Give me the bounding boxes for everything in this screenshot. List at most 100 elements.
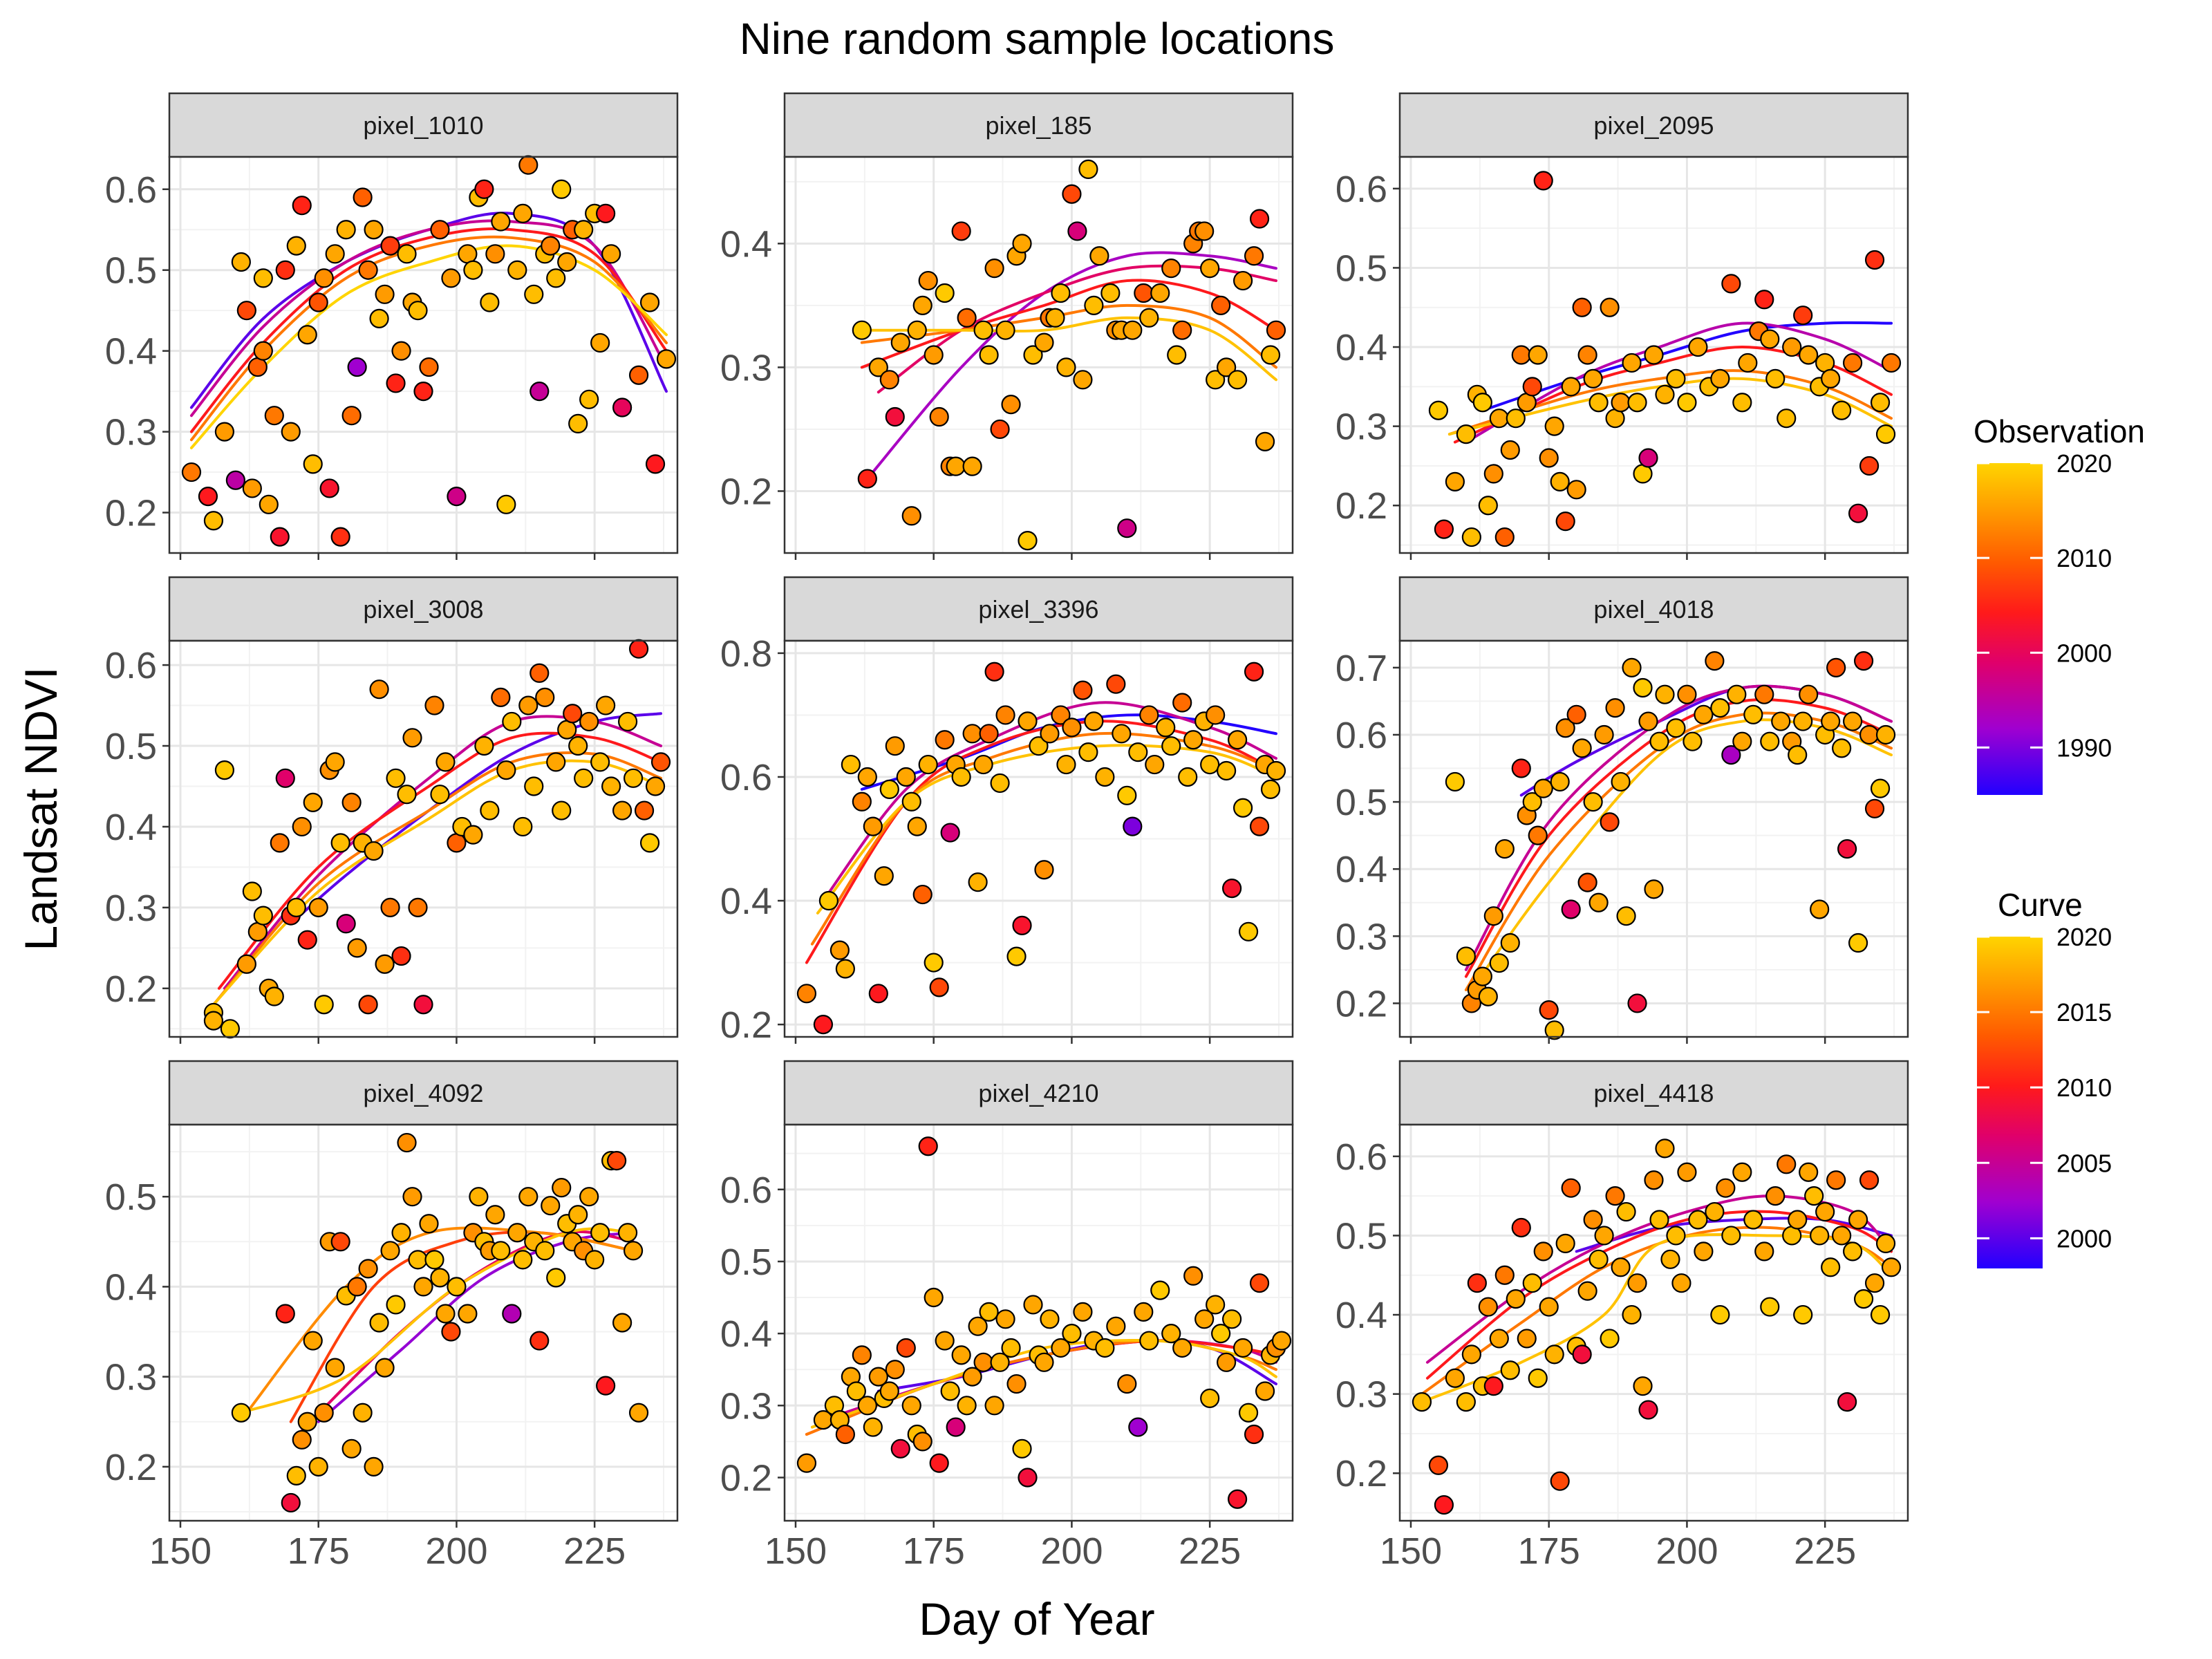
observation-point (1777, 409, 1797, 429)
fitted-curve (217, 731, 663, 990)
observation-point (1228, 1489, 1248, 1509)
observation-point (863, 1417, 883, 1437)
fitted-curve (1447, 377, 1893, 436)
observation-point (325, 1358, 345, 1378)
observation-point (1244, 662, 1264, 682)
observation-point (1522, 377, 1542, 397)
plot-area (169, 641, 677, 1037)
observation-point (852, 791, 872, 812)
observation-point (1688, 1210, 1708, 1230)
observation-point (247, 357, 268, 377)
x-tick-label: 175 (1518, 1530, 1580, 1572)
observation-point (1073, 370, 1093, 390)
observation-point (364, 1456, 384, 1477)
observation-point (1056, 754, 1076, 775)
observation-point (430, 1268, 450, 1288)
observation-point (1511, 345, 1531, 365)
observation-point (303, 1331, 323, 1351)
observation-point (1018, 1468, 1038, 1488)
observation-point (480, 800, 500, 821)
observation-point (1875, 1233, 1896, 1254)
y-tick-label: 0.2 (105, 968, 157, 1010)
observation-point (1666, 718, 1686, 738)
observation-point (1765, 368, 1785, 388)
observation-point (1832, 738, 1852, 758)
y-tick-label: 0.5 (105, 726, 157, 767)
observation-point (1434, 519, 1454, 539)
observation-point (1566, 480, 1586, 500)
facet-strip (783, 1060, 1294, 1126)
observation-point (1843, 1241, 1863, 1262)
observation-point (1853, 651, 1874, 671)
observation-point (918, 270, 938, 291)
observation-point (386, 768, 406, 788)
y-tick-label: 0.6 (720, 757, 772, 798)
observation-point (347, 1277, 367, 1297)
observation-point (935, 730, 955, 750)
observation-point (1622, 353, 1642, 373)
observation-point (946, 1417, 966, 1437)
observation-point (1544, 1344, 1564, 1365)
observation-point (1051, 705, 1071, 725)
observation-point (1117, 1374, 1137, 1394)
observation-point (1150, 1280, 1170, 1300)
observation-point (1843, 353, 1863, 373)
observation-point (1200, 1388, 1220, 1408)
fitted-curve (1575, 1217, 1893, 1253)
facet-strip (783, 92, 1294, 158)
observation-point (1232, 798, 1253, 818)
observation-point (995, 320, 1015, 340)
legend-tick-label: 2015 (2056, 998, 2112, 1027)
observation-point (303, 792, 323, 812)
observation-point (1600, 297, 1620, 317)
observation-point (1738, 353, 1758, 373)
plot-area (169, 1125, 677, 1521)
observation-point (308, 292, 328, 312)
observation-point (1006, 946, 1027, 966)
observation-point (1128, 742, 1148, 762)
observation-point (1826, 657, 1846, 677)
observation-point (286, 1465, 306, 1485)
observation-point (1721, 274, 1741, 294)
observation-point (447, 1277, 467, 1297)
observation-point (1743, 704, 1763, 724)
observation-point (1732, 393, 1752, 413)
observation-point (912, 884, 932, 905)
observation-point (1864, 250, 1885, 270)
observation-point (253, 268, 273, 288)
observation-point (408, 1250, 428, 1270)
observation-point (818, 890, 839, 911)
observation-point (408, 897, 428, 917)
observation-point (1012, 915, 1032, 935)
observation-point (507, 260, 527, 280)
observation-point (918, 1136, 938, 1156)
observation-point (968, 872, 988, 892)
observation-point (1211, 1324, 1231, 1344)
observation-point (1859, 724, 1880, 745)
y-tick-label: 0.2 (720, 1457, 772, 1499)
observation-point (1793, 1304, 1813, 1325)
observation-point (292, 816, 312, 837)
observation-point (590, 332, 610, 353)
observation-point (1622, 657, 1642, 677)
observation-point (1178, 767, 1198, 787)
observation-point (303, 454, 323, 474)
legend-observation: Observation 2020 2010 2000 1990 (1974, 413, 2145, 795)
observation-point (1864, 798, 1885, 818)
observation-point (419, 1214, 439, 1234)
observation-point (1478, 986, 1498, 1006)
observation-point (1539, 448, 1559, 468)
observation-point (1522, 791, 1542, 812)
observation-point (868, 984, 888, 1004)
observation-point (546, 268, 566, 288)
observation-point (1875, 424, 1896, 444)
observation-point (1134, 1302, 1154, 1322)
observation-point (1167, 345, 1187, 365)
observation-point (1249, 209, 1270, 229)
observation-point (1577, 1281, 1597, 1301)
observation-point (995, 705, 1015, 725)
observation-point (1029, 736, 1049, 756)
panel-border (783, 156, 1294, 554)
observation-point (1461, 527, 1481, 547)
observation-point (369, 1313, 389, 1333)
